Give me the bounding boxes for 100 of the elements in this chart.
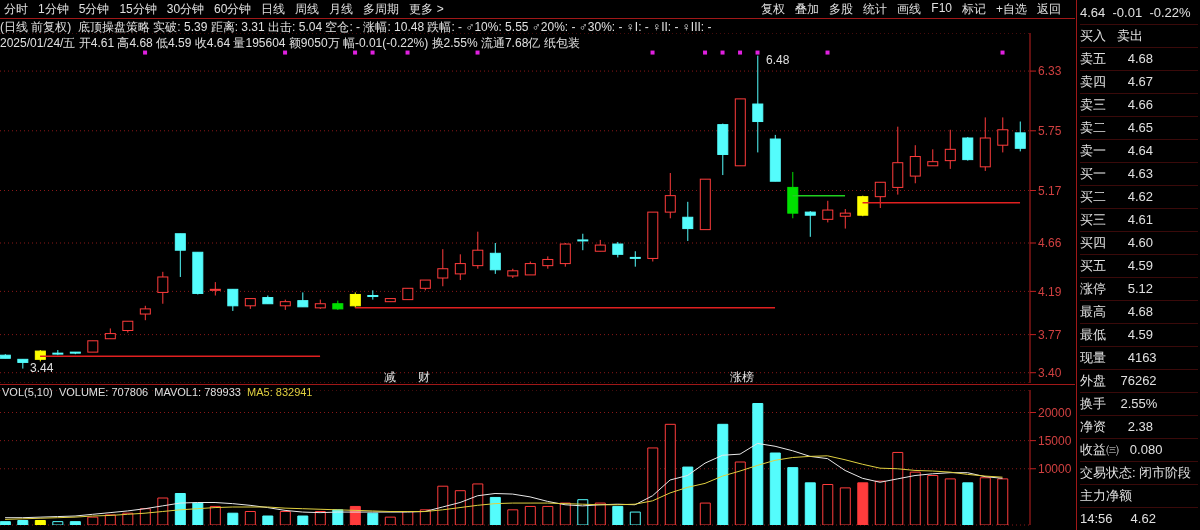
- candlestick: [227, 288, 239, 312]
- bar: [822, 484, 834, 525]
- line-series: [4, 455, 1004, 520]
- candlestick: [1014, 121, 1026, 152]
- annotation: 3.44: [30, 361, 54, 375]
- text: 卖二 4.65: [1080, 117, 1198, 140]
- candlestick: [839, 208, 851, 230]
- candlestick: [454, 253, 466, 281]
- text: 最低 4.59: [1080, 324, 1198, 347]
- bar: [857, 482, 869, 525]
- text: 涨停 5.12: [1080, 278, 1198, 301]
- y-tick-label: 5.17: [1038, 183, 1062, 198]
- candlestick: [157, 271, 169, 305]
- text: 更多 >: [409, 1, 444, 18]
- text: 4.64 -0.01 -0.22%: [1080, 2, 1198, 25]
- bar: [314, 511, 326, 525]
- bar: [104, 514, 116, 525]
- y-tick-label: 20000: [1038, 405, 1072, 420]
- bar: [629, 511, 641, 525]
- bar: [804, 482, 816, 525]
- text: 标记: [961, 1, 986, 18]
- candlestick: [664, 172, 676, 219]
- chart-title: VOL(5,10): [2, 386, 53, 398]
- bar: [17, 520, 29, 525]
- y-tick-label: 3.77: [1038, 327, 1062, 342]
- candlestick: [472, 231, 484, 270]
- y-tick-label: 15000: [1038, 433, 1072, 448]
- text: F10: [931, 1, 952, 17]
- text: 买四 4.60: [1080, 232, 1198, 255]
- candlestick: [559, 242, 571, 268]
- bar: [367, 512, 379, 525]
- text: 返回: [1037, 1, 1061, 18]
- bar: [192, 502, 204, 525]
- candlestick: [874, 181, 886, 209]
- text: 叠加: [795, 1, 820, 18]
- bar: [542, 505, 554, 525]
- bar: [717, 423, 729, 525]
- bar: [174, 493, 186, 525]
- text: 买五 4.59: [1080, 255, 1198, 278]
- text: 多股: [829, 1, 854, 18]
- text: 多周期: [363, 1, 400, 18]
- bar: [472, 483, 484, 525]
- bar: [87, 516, 99, 525]
- y-tick-label: 10000: [1038, 462, 1072, 477]
- bar: [682, 466, 694, 525]
- text: 周线: [295, 1, 320, 18]
- text: 30分钟: [166, 1, 205, 18]
- bar: [612, 505, 624, 525]
- text: 现量 4163: [1080, 347, 1198, 370]
- bar: [507, 509, 519, 525]
- annotation: MA5: 832941: [246, 386, 313, 398]
- bar: [787, 467, 799, 525]
- bar: [927, 475, 939, 525]
- text: 日线: [261, 1, 286, 18]
- text: 60分钟: [214, 1, 252, 18]
- y-tick-label: 5.75: [1038, 124, 1062, 139]
- candlestick: [804, 210, 816, 238]
- annotation: 底顶操盘策略 实破: 5.39 距离: 3.31 出击: 5.04 空仓: - 涨幅: 10.48 跌幅: - ♂10%: 5.55 ♂20%: - ♂30%: - ♀I: - ♀II: - ♀III: -: [78, 20, 712, 34]
- bar: [34, 520, 46, 525]
- bar: [0, 521, 11, 525]
- bar: [52, 521, 64, 525]
- text: 主力净额: [1080, 485, 1198, 508]
- text: 1分钟: [38, 1, 69, 18]
- text: 卖三 4.66: [1080, 94, 1198, 117]
- y-tick-label: 4.66: [1038, 236, 1062, 251]
- bar: [944, 478, 956, 525]
- text: +自选: [995, 1, 1027, 18]
- candlestick: [437, 248, 449, 287]
- bar: [997, 478, 1009, 525]
- bar: [769, 452, 781, 525]
- bar: [839, 487, 851, 525]
- candlestick: [209, 281, 221, 296]
- candlestick: [909, 144, 921, 184]
- text: 买三 4.61: [1080, 209, 1198, 232]
- bar: [157, 497, 169, 525]
- text: 月线: [329, 1, 354, 18]
- annotation: VOLUME: 707806: [57, 386, 149, 398]
- bar: [909, 471, 921, 525]
- bar: [419, 509, 431, 525]
- annotation: 6.48: [766, 53, 790, 67]
- text: 交易状态: 闭市阶段: [1080, 462, 1198, 485]
- bar: [69, 521, 81, 525]
- text: 最高 4.68: [1080, 301, 1198, 324]
- y-tick-label: 4.19: [1038, 284, 1062, 299]
- bar: [227, 512, 239, 525]
- annotation: MAVOL1: 789933: [153, 386, 241, 398]
- bar: [437, 485, 449, 525]
- bar: [594, 502, 606, 525]
- text: 收益㈢ 0.080: [1080, 439, 1198, 462]
- bar: [647, 447, 659, 525]
- candlestick: [752, 55, 764, 153]
- bar: [577, 499, 589, 525]
- bar: [297, 515, 309, 525]
- annotation: 减: [384, 370, 396, 384]
- text: 5分钟: [78, 1, 110, 18]
- bar: [892, 451, 904, 525]
- bar: [874, 480, 886, 525]
- candlestick: [944, 129, 956, 170]
- line-series: [4, 442, 1004, 519]
- candlestick: [174, 233, 186, 278]
